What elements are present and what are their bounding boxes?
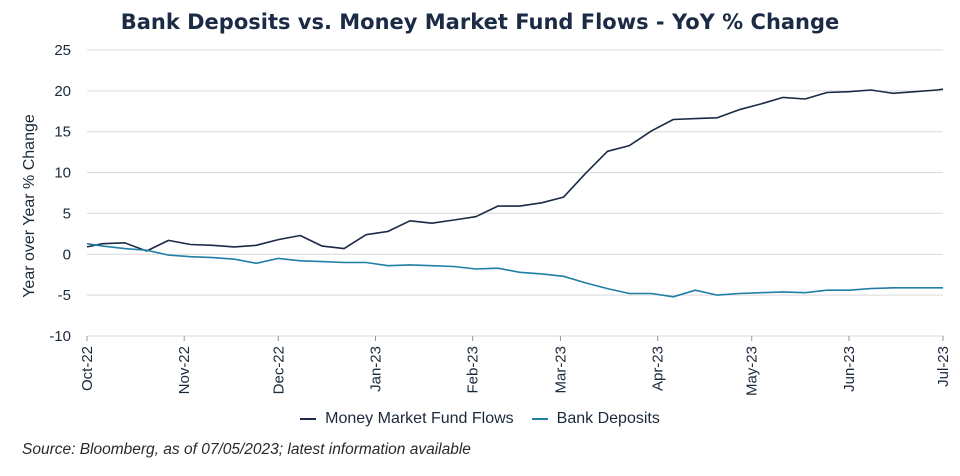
legend-swatch-money-market [300,418,317,420]
x-tick-label: Feb-23 [465,346,482,394]
x-tick-label: Nov-22 [176,346,193,394]
source-note: Source: Bloomberg, as of 07/05/2023; lat… [22,441,471,458]
money-market-fund-flows-line [86,88,944,252]
legend-swatch-bank-deposits [531,418,548,420]
bank-deposits-line [86,242,943,298]
x-tick-label: Mar-23 [552,346,569,394]
x-tick-label: Oct-22 [79,346,96,391]
x-tick-label: Jun-23 [841,346,858,392]
y-tick-label: 15 [54,124,71,141]
y-tick-label: 20 [54,83,71,100]
y-tick-label: 25 [54,42,71,59]
legend-label-money-market: Money Market Fund Flows [325,410,514,427]
x-tick-label: Jul-23 [935,346,952,387]
series-lines [86,88,944,298]
y-tick-label: 5 [63,205,71,222]
x-tick-label: Apr-23 [650,346,667,391]
chart-title: Bank Deposits vs. Money Market Fund Flow… [120,10,840,34]
y-tick-label: -10 [49,328,71,345]
y-axis-ticks: 25 20 15 10 5 0 -5 -10 [49,42,71,345]
gridlines [87,49,943,337]
x-tick-label: Jan-23 [367,346,384,392]
y-tick-label: 0 [63,246,71,263]
y-axis-label: Year over Year % Change [21,114,38,298]
legend-item-bank-deposits: Bank Deposits [531,410,660,428]
legend-label-bank-deposits: Bank Deposits [556,410,660,427]
x-axis-ticks: Oct-22 Nov-22 Dec-22 Jan-23 Feb-23 Mar-23 Apr-… [79,336,952,396]
y-tick-label: -5 [58,287,71,304]
legend-item-money-market: Money Market Fund Flows [300,410,514,428]
x-tick-label: May-23 [744,346,761,396]
x-tick-label: Dec-22 [270,346,287,394]
y-tick-label: 10 [54,165,71,182]
legend: Money Market Fund Flows Bank Deposits [0,410,960,428]
